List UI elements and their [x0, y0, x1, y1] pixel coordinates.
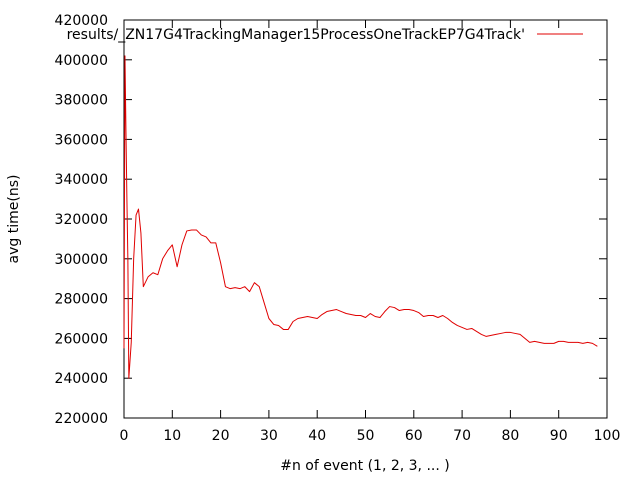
x-tick-label: 90: [550, 428, 568, 444]
y-tick-label: 420000: [55, 13, 108, 29]
legend: results/_ZN17G4TrackingManager15ProcessO…: [67, 27, 583, 43]
y-axis-label: avg time(ns): [6, 175, 22, 264]
y-tick-label: 280000: [55, 292, 108, 308]
x-tick-label: 0: [120, 428, 129, 444]
y-tick-label: 380000: [55, 93, 108, 109]
x-axis-ticks: 0 10 20 30 40 50 60 70 80 90 100: [120, 20, 621, 444]
x-tick-label: 80: [501, 428, 519, 444]
y-tick-label: 340000: [55, 172, 108, 188]
y-axis-ticks: 220000 240000 260000 280000 300000 320000 3400…: [55, 13, 607, 427]
series-line: [123, 55, 598, 379]
x-axis-label: #n of event (1, 2, 3, ... ): [280, 458, 449, 474]
x-tick-label: 60: [405, 428, 423, 444]
y-tick-label: 240000: [55, 371, 108, 387]
plot-frame: [123, 19, 608, 419]
x-tick-label: 70: [453, 428, 471, 444]
x-tick-label: 30: [260, 428, 278, 444]
series-layer: [123, 55, 598, 379]
y-tick-label: 260000: [55, 331, 108, 347]
y-tick-label: 360000: [55, 132, 108, 148]
y-tick-label: 220000: [55, 411, 108, 427]
x-tick-label: 20: [212, 428, 230, 444]
x-tick-label: 10: [163, 428, 181, 444]
x-tick-label: 100: [594, 428, 621, 444]
y-tick-label: 300000: [55, 252, 108, 268]
legend-label: results/_ZN17G4TrackingManager15ProcessO…: [67, 27, 525, 43]
y-tick-label: 400000: [55, 53, 108, 69]
x-tick-label: 40: [308, 428, 326, 444]
y-tick-label: 320000: [55, 212, 108, 228]
x-tick-label: 50: [357, 428, 375, 444]
